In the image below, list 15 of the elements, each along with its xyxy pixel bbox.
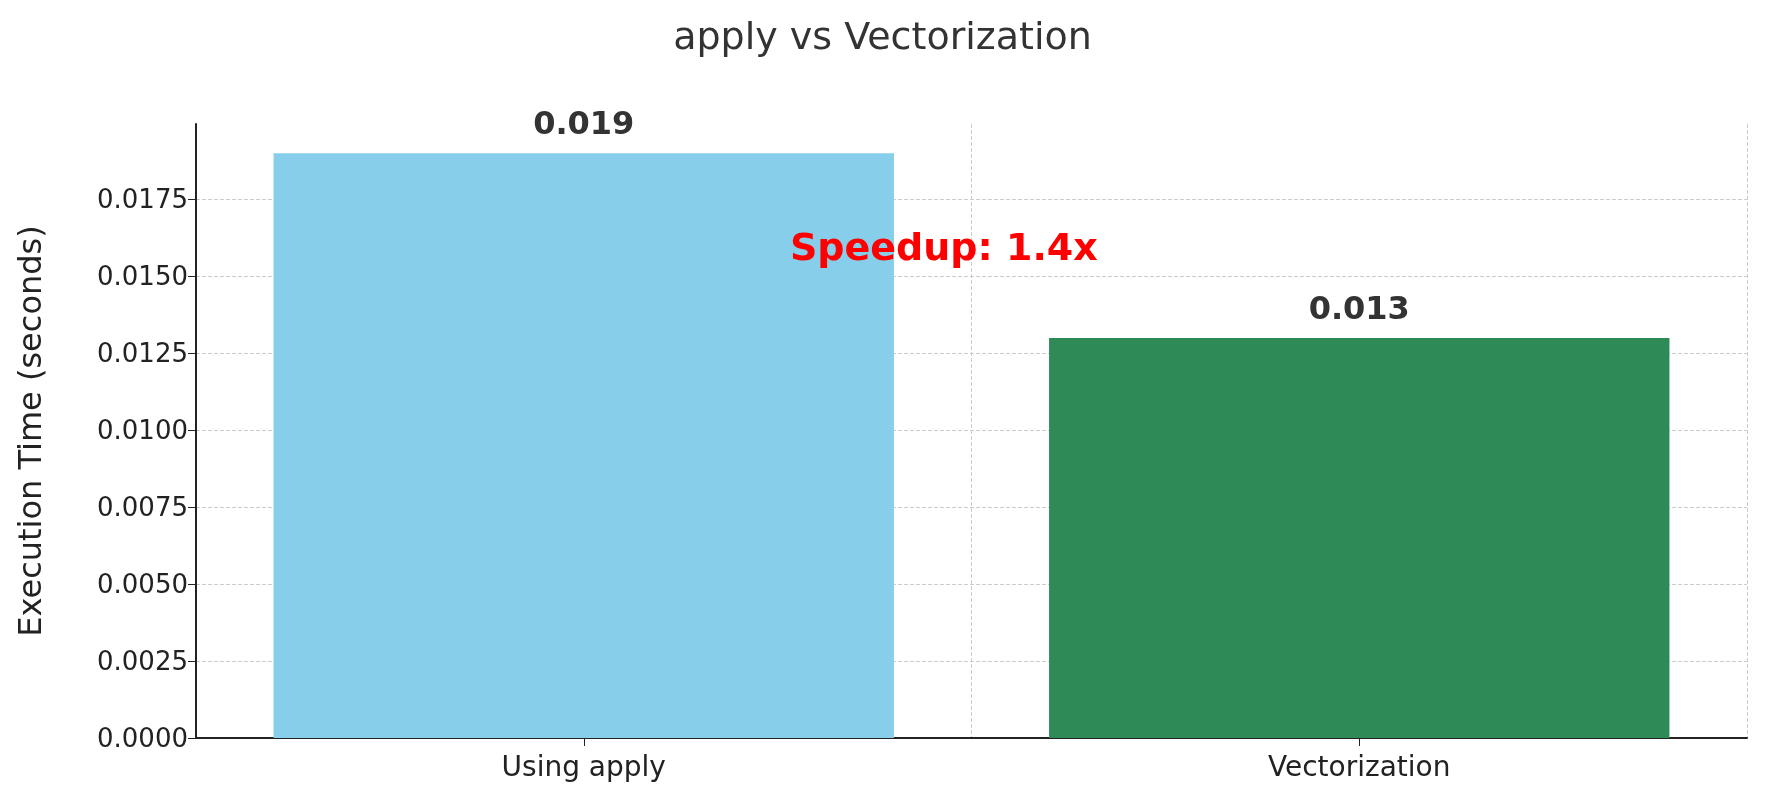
data-label: 0.013 xyxy=(1308,288,1410,327)
data-label: 0.019 xyxy=(533,104,635,143)
annotation: Speedup: 1.4x xyxy=(790,225,1098,269)
y-tick-label: 0.0150 xyxy=(97,261,188,292)
y-tick-label: 0.0075 xyxy=(97,492,188,523)
x-tick-label: Vectorization xyxy=(1268,749,1451,783)
chart-title: apply vs Vectorization xyxy=(673,14,1092,58)
y-axis-title: Execution Time (seconds) xyxy=(11,225,49,637)
y-tick-label: 0.0050 xyxy=(97,569,188,600)
y-tick-label: 0.0000 xyxy=(97,723,188,753)
x-tick-label: Using apply xyxy=(501,749,666,783)
y-tick-label: 0.0025 xyxy=(97,646,188,677)
y-tick-label: 0.0100 xyxy=(97,415,188,446)
y-tick-label: 0.0125 xyxy=(97,338,188,369)
y-tick-label: 0.0175 xyxy=(97,184,188,215)
